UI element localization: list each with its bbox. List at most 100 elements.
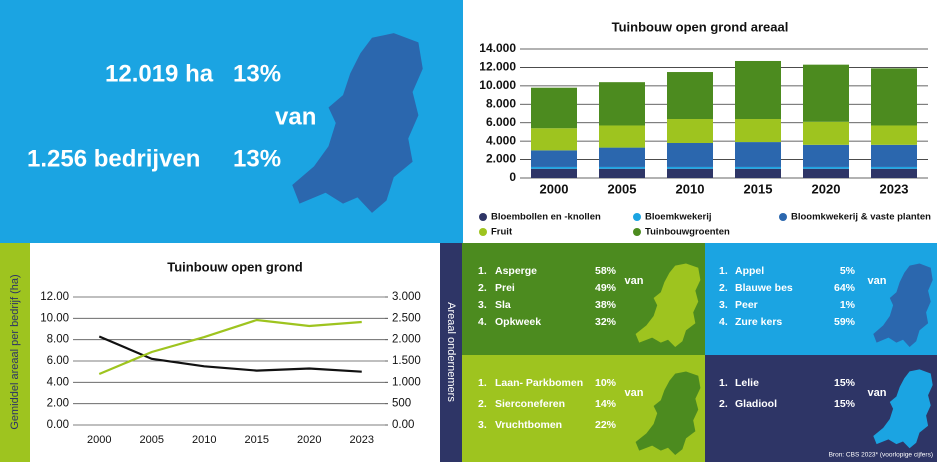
item-name: Vruchtbomen bbox=[495, 419, 562, 431]
item-name: Lelie bbox=[735, 377, 759, 389]
y2-tick-label: 500 bbox=[392, 398, 411, 410]
item-share: 38% bbox=[595, 299, 617, 311]
bar-segment bbox=[599, 166, 645, 169]
item-share: 58% bbox=[595, 265, 617, 277]
bar-segment bbox=[871, 68, 917, 126]
y-tick-label: 10.00 bbox=[40, 312, 69, 324]
item-name: Laan- Parkbomen bbox=[495, 377, 583, 389]
y2-tick-label: 0.00 bbox=[392, 419, 414, 431]
bar-segment bbox=[667, 72, 713, 120]
legend-label: Tuinbouwgroenten bbox=[645, 227, 730, 238]
item-name: Peer bbox=[735, 299, 758, 311]
y-tick-label: 6.000 bbox=[486, 115, 516, 129]
item-name: Asperge bbox=[495, 265, 537, 277]
x-tick-label: 2023 bbox=[880, 181, 909, 196]
rank: 1. bbox=[478, 265, 487, 277]
legend-label: Fruit bbox=[491, 227, 513, 238]
x-tick-label: 2010 bbox=[676, 181, 705, 196]
y2-tick-label: 2.500 bbox=[392, 312, 421, 324]
item-name: Sla bbox=[495, 299, 511, 311]
y-tick-label: 8.00 bbox=[47, 334, 69, 346]
rank: 1. bbox=[719, 377, 728, 389]
y-tick-label: 4.00 bbox=[47, 376, 69, 388]
y-tick-label: 0.00 bbox=[47, 419, 69, 431]
bar-segment bbox=[871, 168, 917, 178]
bar-segment bbox=[803, 168, 849, 178]
bar-segment bbox=[735, 168, 781, 178]
x-tick-label: 2020 bbox=[297, 434, 321, 446]
legend-label: Bloemkwekerij bbox=[645, 212, 712, 223]
bar-segment bbox=[871, 144, 917, 167]
x-tick-label: 2000 bbox=[87, 434, 111, 446]
rank: 2. bbox=[719, 398, 728, 410]
rank: 3. bbox=[478, 419, 487, 431]
van: van bbox=[275, 103, 316, 130]
y-tick-label: 0 bbox=[509, 170, 516, 184]
bar-segment bbox=[531, 168, 577, 178]
bar-segment bbox=[735, 142, 781, 167]
rank: 1. bbox=[719, 265, 728, 277]
x-tick-label: 2020 bbox=[812, 181, 841, 196]
legend-swatch bbox=[479, 213, 487, 221]
rank: 2. bbox=[478, 282, 487, 294]
line-series bbox=[98, 318, 362, 376]
line-panel bbox=[0, 243, 440, 462]
item-share: 32% bbox=[595, 316, 617, 328]
legend-label: Bloembollen en -knollen bbox=[491, 212, 601, 223]
x-tick-label: 2000 bbox=[540, 181, 569, 196]
chart-title: Tuinbouw open grond areaal bbox=[612, 19, 789, 34]
bar-segment bbox=[599, 168, 645, 178]
bar-segment bbox=[599, 82, 645, 126]
rank: 4. bbox=[719, 316, 728, 328]
item-name: Opkweek bbox=[495, 316, 541, 328]
rank: 2. bbox=[478, 398, 487, 410]
bar-segment bbox=[871, 166, 917, 169]
item-share: 10% bbox=[595, 377, 617, 389]
bar-segment bbox=[667, 168, 713, 178]
farms-share: 13% bbox=[233, 145, 281, 172]
x-tick-label: 2023 bbox=[350, 434, 374, 446]
x-tick-label: 2005 bbox=[608, 181, 637, 196]
item-share: 5% bbox=[840, 265, 856, 277]
bar-segment bbox=[667, 166, 713, 169]
bar-segment bbox=[667, 142, 713, 167]
bar-segment bbox=[735, 119, 781, 143]
legend-swatch bbox=[633, 228, 641, 236]
x-tick-label: 2015 bbox=[744, 181, 773, 196]
bar-segment bbox=[803, 121, 849, 145]
item-name: Prei bbox=[495, 282, 515, 294]
van: van bbox=[625, 275, 644, 287]
item-name: Sierconeferen bbox=[495, 398, 565, 410]
rank: 1. bbox=[478, 377, 487, 389]
legend-label: Bloomkwekerij & vaste planten bbox=[791, 212, 931, 223]
side-label: Areaal ondernemers bbox=[445, 302, 457, 402]
item-share: 22% bbox=[595, 419, 617, 431]
bar-segment bbox=[531, 150, 577, 167]
item-share: 15% bbox=[834, 398, 856, 410]
legend-swatch bbox=[779, 213, 787, 221]
item-share: 49% bbox=[595, 282, 617, 294]
y-axis-label: Gemiddel areaal per bedrijf (ha) bbox=[9, 274, 21, 429]
bar-segment bbox=[667, 119, 713, 143]
area: 12.019 ha bbox=[105, 60, 214, 87]
y-tick-label: 2.000 bbox=[486, 152, 516, 166]
y2-tick-label: 1.000 bbox=[392, 376, 421, 388]
bar-segment bbox=[599, 125, 645, 148]
side-strip bbox=[440, 243, 462, 462]
item-name: Gladiool bbox=[735, 398, 777, 410]
y-tick-label: 14.000 bbox=[479, 41, 516, 55]
bar-segment bbox=[803, 166, 849, 169]
van: van bbox=[868, 387, 887, 399]
y-tick-label: 6.00 bbox=[47, 355, 69, 367]
item-share: 14% bbox=[595, 398, 617, 410]
item-name: Zure kers bbox=[735, 316, 782, 328]
legend-swatch bbox=[633, 213, 641, 221]
y-tick-label: 12.000 bbox=[479, 60, 516, 74]
x-tick-label: 2015 bbox=[245, 434, 269, 446]
y-tick-label: 12.00 bbox=[40, 291, 69, 303]
item-share: 64% bbox=[834, 282, 856, 294]
y2-tick-label: 1.500 bbox=[392, 355, 421, 367]
van: van bbox=[625, 387, 644, 399]
bar-segment bbox=[531, 87, 577, 129]
item-name: Blauwe bes bbox=[735, 282, 793, 294]
